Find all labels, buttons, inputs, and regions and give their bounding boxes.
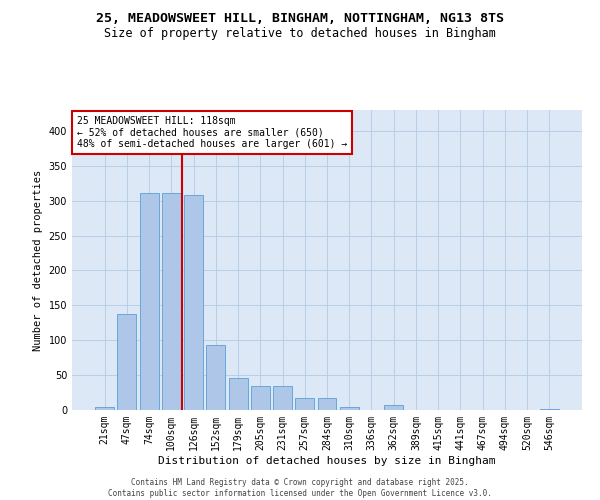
Bar xyxy=(251,386,270,410)
Text: Size of property relative to detached houses in Bingham: Size of property relative to detached ho… xyxy=(104,28,496,40)
Bar xyxy=(273,386,292,410)
Bar xyxy=(540,408,559,410)
X-axis label: Distribution of detached houses by size in Bingham: Distribution of detached houses by size … xyxy=(158,456,496,466)
Bar xyxy=(295,398,314,410)
Bar xyxy=(229,378,248,410)
Bar xyxy=(140,193,158,410)
Bar xyxy=(162,193,181,410)
Bar xyxy=(95,407,114,410)
Text: 25, MEADOWSWEET HILL, BINGHAM, NOTTINGHAM, NG13 8TS: 25, MEADOWSWEET HILL, BINGHAM, NOTTINGHA… xyxy=(96,12,504,26)
Bar xyxy=(206,345,225,410)
Bar xyxy=(340,406,359,410)
Bar xyxy=(384,405,403,410)
Bar xyxy=(317,398,337,410)
Y-axis label: Number of detached properties: Number of detached properties xyxy=(33,170,43,350)
Text: 25 MEADOWSWEET HILL: 118sqm
← 52% of detached houses are smaller (650)
48% of se: 25 MEADOWSWEET HILL: 118sqm ← 52% of det… xyxy=(77,116,347,149)
Bar xyxy=(184,195,203,410)
Bar xyxy=(118,314,136,410)
Text: Contains HM Land Registry data © Crown copyright and database right 2025.
Contai: Contains HM Land Registry data © Crown c… xyxy=(108,478,492,498)
